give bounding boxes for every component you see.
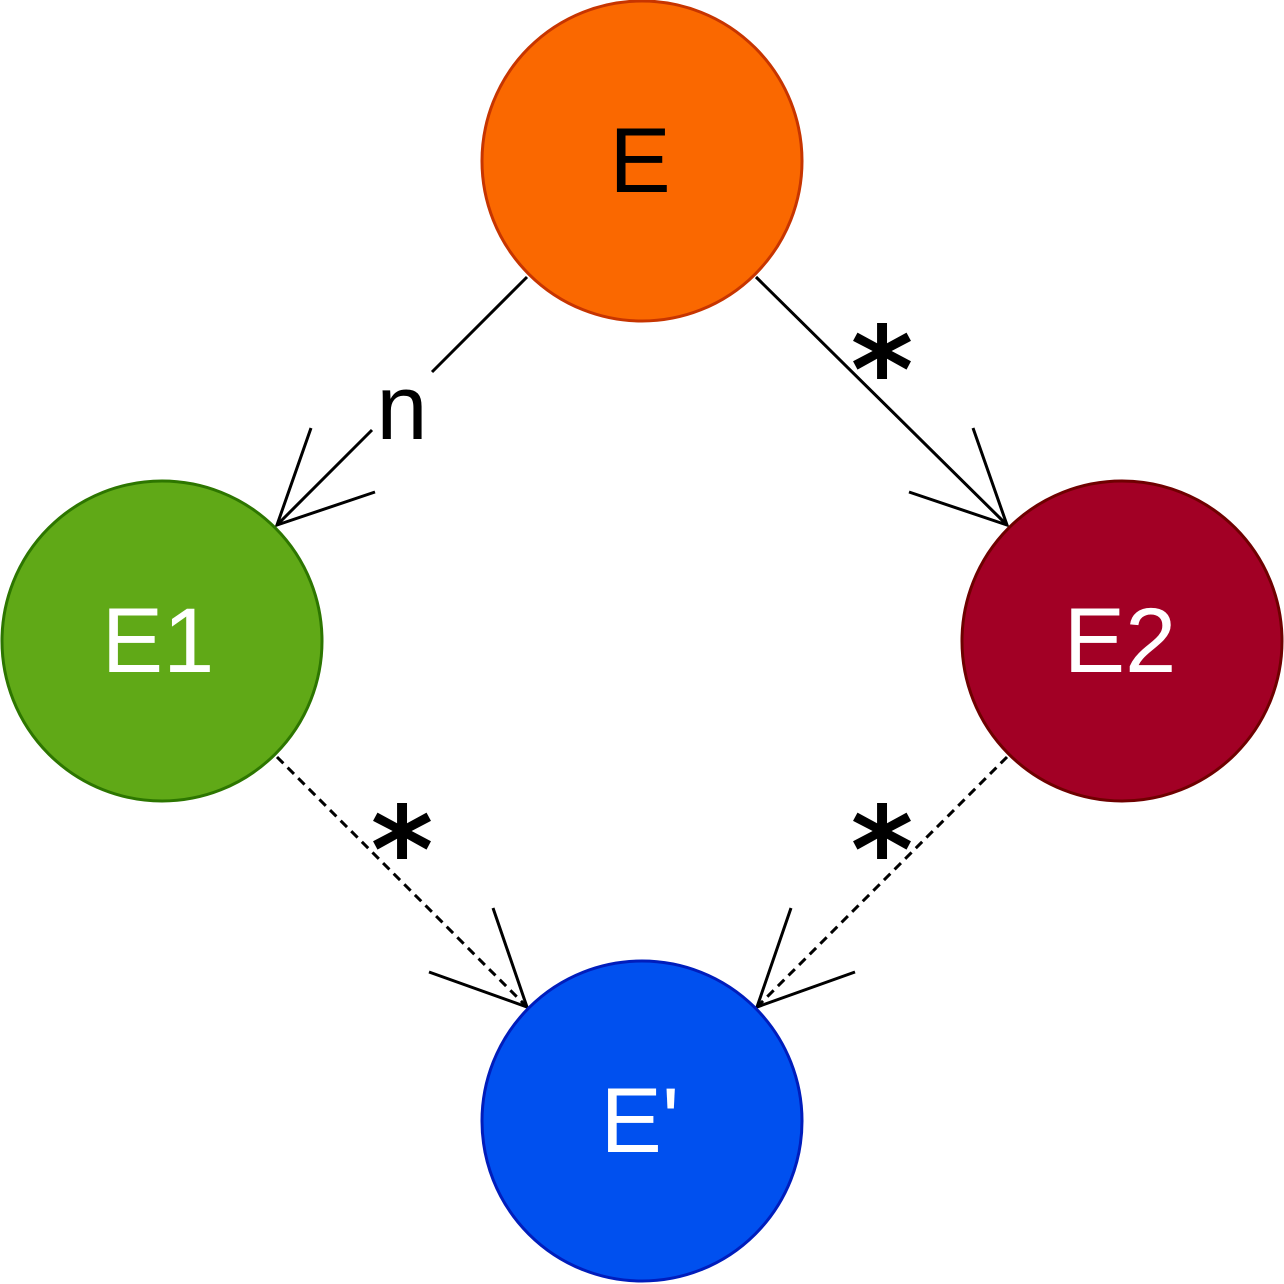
- arrowhead: [754, 907, 856, 1010]
- edge-label: *: [851, 783, 914, 922]
- node-label: E2: [1064, 590, 1177, 692]
- node-e: E: [480, 0, 804, 323]
- edge-e2-to-eprime: *: [754, 755, 1009, 1010]
- arrowhead: [428, 907, 530, 1010]
- edge-label: *: [371, 783, 434, 922]
- node-circle: [480, 959, 804, 1283]
- edge-label: n: [376, 357, 427, 459]
- edge-e-to-e1: n: [274, 275, 529, 528]
- node-circle: [0, 479, 324, 803]
- node-e1: E1: [0, 479, 324, 803]
- arrowhead: [908, 427, 1010, 528]
- arrowhead: [274, 427, 376, 528]
- edge-e-to-e2: *: [754, 275, 1010, 528]
- edge-line: [275, 428, 374, 527]
- edge-label: *: [851, 303, 914, 442]
- node-label: E': [601, 1070, 680, 1172]
- node-circle: [480, 0, 804, 323]
- edge-line: [754, 275, 1009, 527]
- node-label: E1: [102, 590, 215, 692]
- node-circle: [960, 479, 1284, 803]
- edge-line: [430, 275, 529, 374]
- node-e2: E2: [960, 479, 1284, 803]
- edge-e1-to-eprime: *: [275, 755, 530, 1010]
- node-label: E: [609, 110, 670, 212]
- node-e-prime: E': [480, 959, 804, 1283]
